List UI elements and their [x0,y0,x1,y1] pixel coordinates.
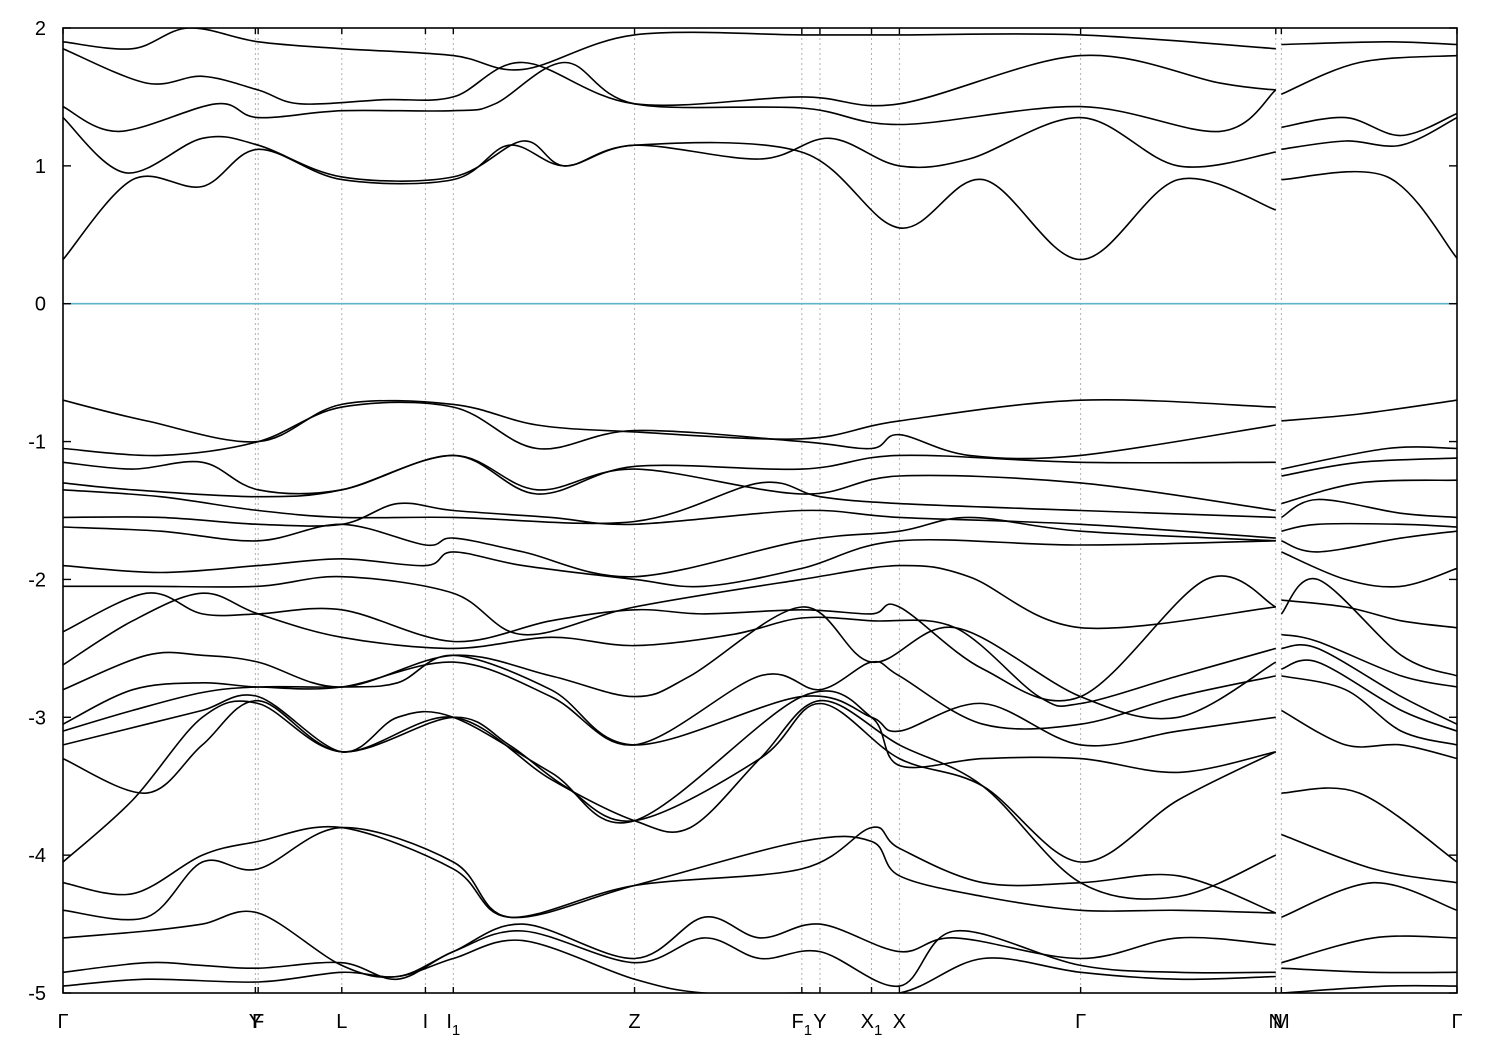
band-4 [63,141,1277,261]
x-tick-label-8: Y [813,1011,826,1033]
band-16 [63,516,1276,578]
band-38 [1281,530,1457,553]
y-tick-label-1: 1 [35,156,46,178]
band-40 [1281,599,1457,629]
band-28 [63,826,1276,921]
band-29 [63,910,1276,979]
band-1 [63,47,1276,107]
band-3 [63,116,1276,182]
band-52 [1281,984,1457,993]
band-14 [63,481,1276,525]
x-tick-label-5: I1 [446,1011,460,1039]
x-tick-label-12: N [1269,1011,1283,1033]
x-tick-label-14: Γ [1451,1011,1462,1033]
band-7 [1281,112,1457,137]
x-tick-label-9: X1 [861,1011,883,1039]
y-tick-label-7: -5 [28,983,46,1005]
band-19 [63,575,1277,702]
band-11 [63,401,1276,460]
x-axis-ticks: Γ YF L I I1 Z F1 Y X1 X Γ NM Γ [57,28,1463,1039]
band-5 [1281,170,1457,259]
band-42 [1281,633,1457,688]
band-10 [63,399,1276,443]
band-36 [1280,498,1457,519]
bands-group [63,28,1457,993]
band-31 [63,939,1276,993]
band-2 [63,61,1277,133]
band-27 [63,825,1277,919]
band-13 [63,454,1276,512]
plot-frame [62,27,1458,994]
y-tick-label-4: -2 [28,569,46,591]
x-tick-label-7: F1 [792,1011,813,1039]
band-23 [63,654,1276,747]
band-24 [63,690,1276,824]
band-8 [1281,54,1457,95]
band-17 [63,538,1276,588]
band-25 [63,699,1277,900]
x-tick-label-13: M [1273,1011,1290,1033]
band-39 [1281,551,1457,588]
x-tick-label-1: Y [249,1011,262,1033]
band-41 [1280,577,1457,677]
band-20 [63,592,1277,707]
band-47 [1281,787,1457,863]
band-33 [1281,446,1457,470]
band-34 [1281,457,1457,477]
y-tick-label-6: -4 [28,845,46,867]
band-0 [63,28,1276,71]
band-51 [1281,967,1457,974]
band-37 [1281,522,1457,532]
band-43 [1281,644,1457,725]
band-21 [63,606,1277,720]
y-tick-label-5: -3 [28,707,46,729]
y-tick-label-2: 0 [35,294,46,316]
x-tick-label-2: F [252,1011,264,1033]
band-12 [63,454,1276,495]
x-tick-label-11: Γ [1075,1011,1086,1033]
band-48 [1281,833,1457,884]
band-22 [63,660,1276,746]
x-tick-label-0: Γ [57,1011,68,1033]
y-tick-label-0: 2 [35,18,46,40]
band-15 [63,502,1276,539]
band-35 [1281,479,1457,505]
band-30 [63,930,1276,987]
x-tick-label-3: L [336,1011,347,1033]
high-symmetry-gridlines [254,28,1282,993]
band-45 [1281,675,1457,746]
band-32 [1281,399,1457,422]
band-9 [1281,41,1457,46]
band-50 [1281,935,1457,964]
x-tick-label-6: Z [628,1011,640,1033]
band-26 [63,700,1277,863]
x-tick-label-10: X [893,1011,906,1033]
y-tick-label-3: -1 [28,432,46,454]
x-tick-label-4: I [423,1011,429,1033]
y-axis-ticks: 2 1 0 -1 -2 -3 -4 -5 [28,18,1457,1005]
band-49 [1281,881,1457,918]
band-6 [1281,116,1457,151]
band-44 [1281,659,1457,732]
band-46 [1281,709,1457,760]
band-18 [63,564,1276,636]
